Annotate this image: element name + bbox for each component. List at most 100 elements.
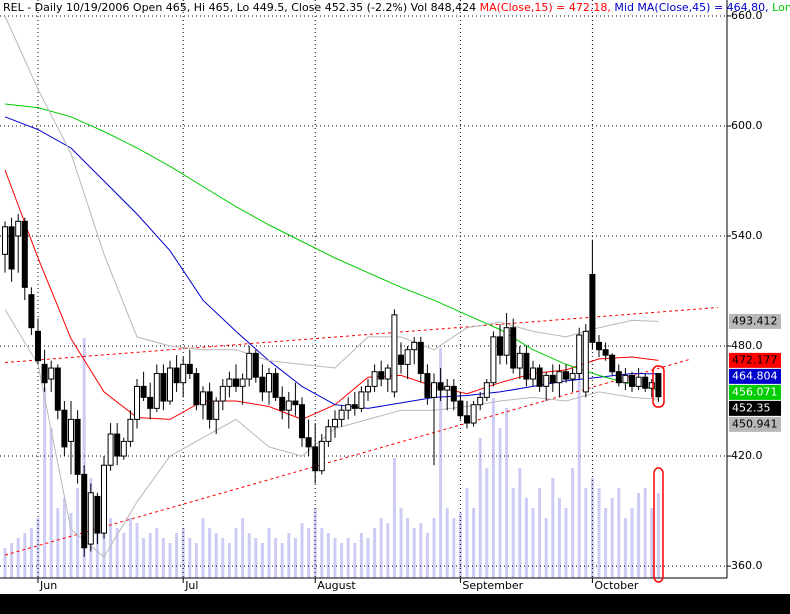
volume-bar [142,538,146,578]
x-tick-label: September [462,579,523,592]
volume-bar [3,548,7,578]
volume-bar [234,528,238,578]
candle-body [35,330,41,362]
candle-body [292,400,299,406]
value-box [729,400,781,416]
volume-bar [392,458,396,578]
volume-bar [643,488,647,578]
candle-body [134,385,140,420]
volume-bar [155,528,159,578]
candle-body [94,495,101,534]
volume-bar [379,518,383,578]
candle-body [490,336,497,384]
y-tick-label: 660.0 [731,9,763,22]
candle-body [365,385,371,393]
candle-body [516,352,523,369]
volume-bar [630,508,634,578]
candle-body [411,341,418,351]
candle-body [305,437,312,448]
candle-body [167,367,173,402]
candle-body [81,473,88,549]
candle-body [28,294,35,329]
volume-bar [623,518,627,578]
highlight-candle [652,365,665,408]
candle-layer [2,213,662,557]
x-tick-label: October [594,579,638,592]
volume-bar [10,543,14,578]
volume-bar [188,538,192,578]
volume-bar [584,488,588,578]
volume-bar [43,388,47,578]
volume-bar [274,538,278,578]
volume-bar [254,538,258,578]
value-box-label: 493.412 [732,314,778,327]
volume-bar [23,533,27,578]
volume-bar [524,498,528,578]
candle-body [596,341,602,351]
volume-bar [386,523,390,578]
volume-bar [551,478,555,578]
volume-bar [287,533,291,578]
volume-bar [340,543,344,578]
candle-body [101,464,107,534]
value-box-label: 472.177 [732,353,778,366]
header-long-ma: Long [772,1,790,14]
candle-body [622,374,629,384]
volume-bar [458,513,462,578]
candle-body [609,354,616,373]
candle-body [226,378,233,387]
header-mid-ma: Mid MA(Close,45) = 464.80, [614,1,768,14]
candle-body [497,336,503,356]
candle-body [358,391,365,409]
candle-body [635,376,642,387]
candle-body [8,226,15,270]
trendline [4,358,692,556]
volume-bar [49,428,53,578]
value-box [729,384,781,400]
y-tick-label: 360.0 [731,559,763,572]
candle-body [602,349,609,356]
candle-body [457,400,464,417]
candle-body [259,376,266,393]
volume-bar [597,488,601,578]
volume-bar [399,508,403,578]
volume-bar [439,348,443,578]
candle-body [589,274,596,343]
candle-body [648,382,655,389]
volume-bar [148,533,152,578]
value-box-label: 456.071 [732,385,778,398]
candle-body [213,400,220,420]
volume-bar [128,518,132,578]
volume-bar [29,528,33,578]
volume-bar [326,533,330,578]
candle-body [424,373,431,398]
volume-bar [511,488,515,578]
candle-body [68,418,74,442]
volume-bar [280,543,284,578]
y-tick-label: 480.0 [731,339,763,352]
x-tick-label: August [317,579,356,592]
volume-bar [267,528,271,578]
volume-bar [452,518,456,578]
candle-body [48,367,55,380]
candle-body [325,426,332,442]
candle-body [193,373,200,406]
volume-bar [307,528,311,578]
candle-body [556,371,563,384]
candle-body [2,226,8,255]
volume-bar [320,528,324,578]
candle-body [483,382,490,398]
footer-bar [0,594,790,614]
volume-bar [241,518,245,578]
candle-body [219,385,226,402]
volume-bar [16,538,20,578]
candle-body [15,220,22,237]
x-tick-label: Jun [39,579,57,592]
volume-layer [3,338,660,578]
volume-bar [208,528,212,578]
candle-body [391,314,398,393]
volume-bar [366,538,370,578]
candle-body [629,374,635,387]
volume-bar [571,468,575,578]
candle-body [510,327,517,369]
